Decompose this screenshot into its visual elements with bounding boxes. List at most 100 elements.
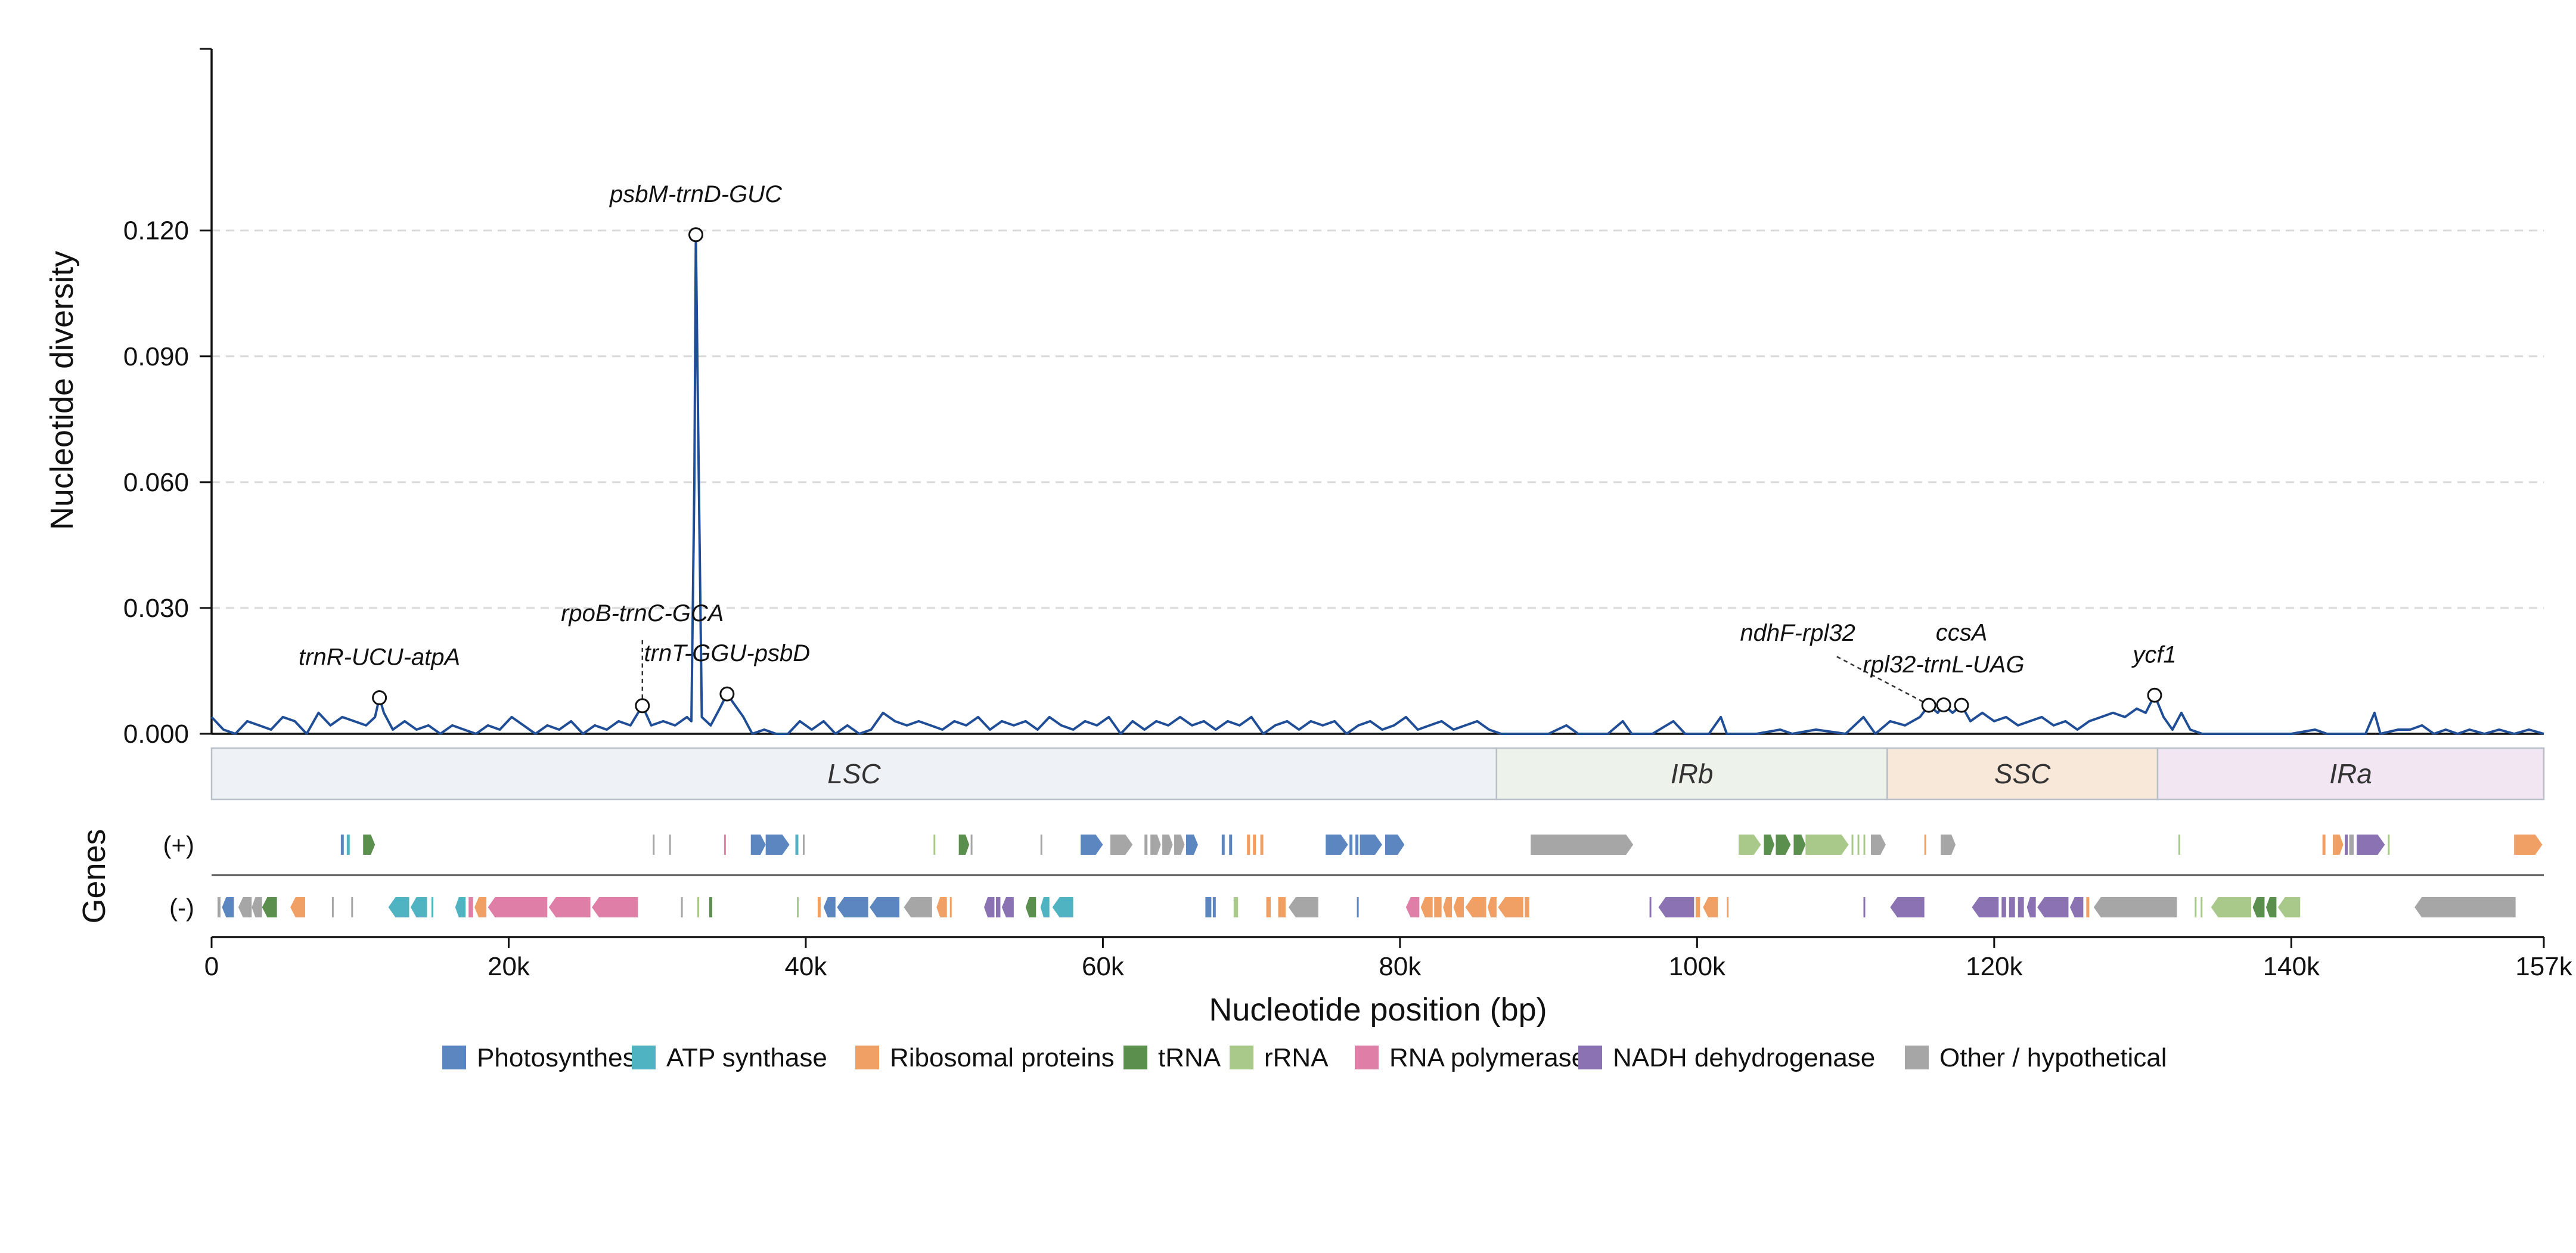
gene-block — [2349, 835, 2354, 855]
legend-swatch — [1230, 1046, 1253, 1069]
x-tick-label: 60k — [1082, 952, 1125, 981]
gene-block — [2333, 835, 2344, 855]
peak-marker — [1936, 697, 1951, 712]
annotation-leader — [1836, 656, 1923, 703]
gene-block — [238, 897, 252, 917]
gene-block — [1212, 897, 1216, 917]
gene-block — [669, 835, 671, 855]
gene-block — [933, 835, 936, 855]
legend-swatch — [855, 1046, 879, 1069]
gene-block — [2178, 835, 2180, 855]
gene-block — [252, 897, 262, 917]
gene-block — [1266, 897, 1271, 917]
y-tick-label: 0.120 — [123, 216, 189, 246]
peak-label: trnR-UCU-atpA — [299, 644, 460, 670]
gene-block — [1739, 835, 1761, 855]
gene-block — [1110, 835, 1133, 855]
gene-block — [724, 835, 726, 855]
legend-label: rRNA — [1264, 1043, 1329, 1072]
peak-label: ccsA — [1936, 619, 1988, 646]
gene-block — [474, 897, 487, 917]
strand-label-minus: (-) — [169, 894, 194, 922]
gene-block — [1025, 897, 1036, 917]
gene-block — [1349, 835, 1353, 855]
y-tick-label: 0.090 — [123, 342, 189, 371]
peak-marker — [688, 227, 704, 243]
gene-block — [1326, 835, 1348, 855]
region-label: IRb — [1671, 758, 1714, 789]
gene-block — [2514, 835, 2543, 855]
gene-block — [958, 835, 970, 855]
gene-block — [1001, 897, 1014, 917]
gene-block — [1924, 835, 1926, 855]
gene-block — [1776, 835, 1791, 855]
gene-block — [1453, 897, 1464, 917]
gene-block — [1260, 835, 1264, 855]
gene-block — [1890, 897, 1925, 917]
gene-block — [1174, 835, 1185, 855]
gene-block — [1150, 835, 1161, 855]
gene-block — [1857, 835, 1860, 855]
gene-block — [2086, 897, 2090, 917]
gene-block — [1288, 897, 1318, 917]
legend-label: NADH dehydrogenase — [1613, 1043, 1875, 1072]
gene-block — [1764, 835, 1774, 855]
gene-block — [796, 897, 799, 917]
x-tick-label: 20k — [488, 952, 530, 981]
gene-block — [1487, 897, 1497, 917]
y-tick-label: 0.030 — [123, 594, 189, 623]
x-axis-title: Nucleotide position (bp) — [1209, 992, 1547, 1028]
gene-block — [984, 897, 995, 917]
gene-block — [1229, 835, 1233, 855]
gene-block — [262, 897, 277, 917]
gene-block — [995, 897, 1001, 917]
gene-block — [1870, 835, 1886, 855]
gene-block — [1040, 897, 1050, 917]
legend-swatch — [1355, 1046, 1379, 1069]
gene-block — [1649, 897, 1652, 917]
gene-block — [548, 897, 591, 917]
gene-block — [1360, 835, 1382, 855]
gene-block — [709, 897, 712, 917]
gene-block — [2201, 897, 2203, 917]
gene-block — [2069, 897, 2084, 917]
x-tick-label: 80k — [1379, 952, 1422, 981]
gene-block — [1944, 835, 1956, 855]
gene-block — [681, 897, 683, 917]
gene-block — [363, 835, 375, 855]
gene-block — [1081, 835, 1103, 855]
gene-block — [1040, 835, 1042, 855]
gene-block — [2345, 835, 2348, 855]
gene-block — [870, 897, 899, 917]
gene-block — [592, 897, 638, 917]
genes-axis-title: Genes — [76, 829, 112, 923]
gene-block — [2037, 897, 2069, 917]
legend-label: Ribosomal proteins — [890, 1043, 1115, 1072]
gene-block — [431, 897, 433, 917]
gene-block — [1278, 897, 1286, 917]
gene-block — [2414, 897, 2516, 917]
gene-block — [970, 835, 973, 855]
legend-swatch — [1578, 1046, 1602, 1069]
gene-block — [290, 897, 306, 917]
region-irb — [1495, 747, 1888, 801]
y-tick-label: 0.060 — [123, 468, 189, 497]
gene-block — [1695, 897, 1700, 917]
gene-block — [837, 897, 868, 917]
peak-label: psbM-trnD-GUC — [609, 181, 783, 207]
gene-block — [1253, 835, 1256, 855]
y-axis-title: Nucleotide diversity — [44, 251, 80, 530]
gene-block — [817, 897, 821, 917]
gene-block — [346, 835, 350, 855]
legend-swatch — [632, 1046, 656, 1069]
gene-block — [1443, 897, 1453, 917]
gene-block — [222, 897, 234, 917]
region-label: SSC — [1994, 758, 2051, 789]
gene-block — [488, 897, 548, 917]
gene-block — [2009, 897, 2015, 917]
gene-block — [2388, 835, 2390, 855]
gene-block — [765, 835, 790, 855]
legend-label: RNA polymerase — [1389, 1043, 1586, 1072]
peak-label: trnT-GGU-psbD — [644, 640, 811, 666]
